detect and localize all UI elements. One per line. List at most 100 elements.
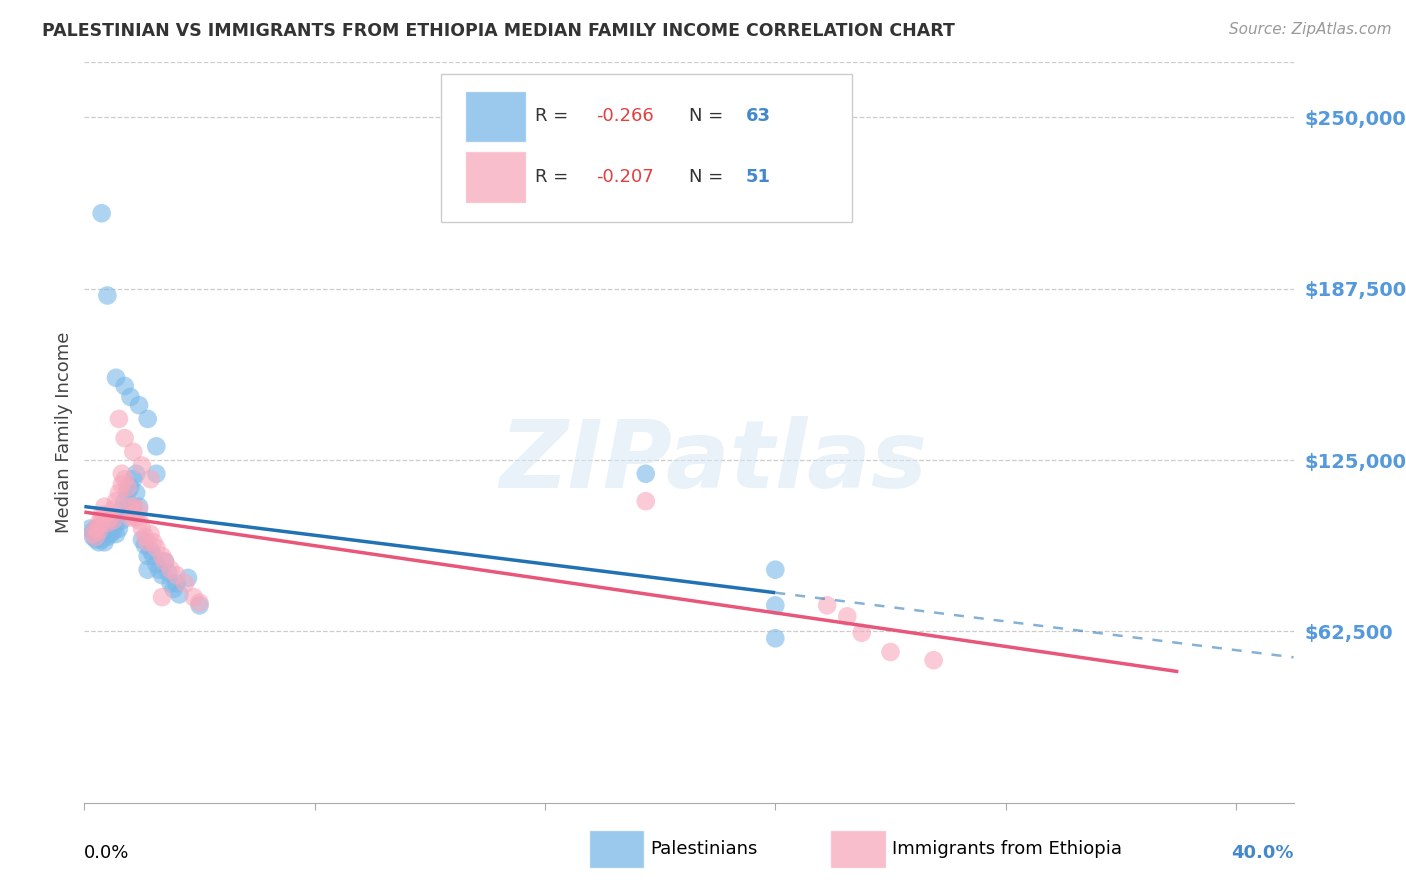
Point [122,500,145,514]
Point [136,535,159,549]
Point [105,371,128,385]
Point [84,522,107,536]
Point [150,590,173,604]
FancyBboxPatch shape [831,830,886,868]
Point [125,467,148,481]
Point [98,510,121,524]
Point [145,558,167,572]
Point [122,445,145,459]
FancyBboxPatch shape [465,152,526,203]
Point [120,510,142,524]
Point [815,599,838,613]
Text: N =: N = [689,108,728,126]
Point [136,412,159,426]
Text: Source: ZipAtlas.com: Source: ZipAtlas.com [1229,22,1392,37]
Point [93,535,115,549]
Point [166,568,188,582]
Point [139,472,162,486]
Point [837,609,859,624]
Text: Immigrants from Ethiopia: Immigrants from Ethiopia [891,839,1122,858]
Point [90,508,112,522]
Point [84,533,107,547]
Point [128,502,150,516]
Point [188,599,211,613]
Point [98,513,121,527]
Point [105,516,128,530]
Text: R =: R = [536,108,575,126]
Point [174,576,197,591]
Point [117,486,139,500]
Point [101,524,124,539]
Point [922,653,945,667]
Point [105,527,128,541]
Point [96,530,118,544]
Point [128,513,150,527]
Point [101,502,124,516]
Point [125,486,148,500]
Point [188,596,211,610]
Point [122,472,145,486]
Point [142,535,165,549]
Point [111,477,134,491]
Point [93,508,115,522]
Point [125,510,148,524]
Point [128,500,150,514]
Point [111,502,134,516]
Point [87,535,110,549]
Point [90,533,112,547]
Point [101,513,124,527]
Point [183,590,205,604]
Point [879,645,901,659]
Point [111,467,134,481]
FancyBboxPatch shape [465,91,526,143]
FancyBboxPatch shape [589,830,644,868]
Text: 0.0%: 0.0% [84,844,129,862]
Point [145,467,167,481]
Point [90,206,112,220]
Text: ZIPatlas: ZIPatlas [499,417,927,508]
Point [763,632,786,646]
Point [159,563,181,577]
Point [134,538,156,552]
Text: PALESTINIAN VS IMMIGRANTS FROM ETHIOPIA MEDIAN FAMILY INCOME CORRELATION CHART: PALESTINIAN VS IMMIGRANTS FROM ETHIOPIA … [42,22,955,40]
Point [114,379,136,393]
Point [139,543,162,558]
Point [84,527,107,541]
Point [120,390,142,404]
Point [90,524,112,539]
Point [101,510,124,524]
Point [150,568,173,582]
Point [82,524,104,539]
Text: -0.207: -0.207 [596,169,654,186]
Point [148,563,170,577]
Point [98,527,121,541]
Point [87,527,110,541]
Point [153,554,176,568]
Point [142,549,165,563]
Point [159,576,181,591]
Point [131,533,153,547]
Point [634,494,657,508]
Point [84,522,107,536]
Point [93,524,115,539]
Point [114,494,136,508]
Point [108,412,131,426]
Point [177,571,200,585]
Text: N =: N = [689,169,728,186]
Point [117,505,139,519]
Point [134,530,156,544]
Text: 51: 51 [745,169,770,186]
Point [79,522,101,536]
Point [150,549,173,563]
Point [82,530,104,544]
Text: 63: 63 [745,108,770,126]
Point [136,549,159,563]
Point [122,500,145,514]
Point [136,563,159,577]
Point [82,527,104,541]
Point [763,599,786,613]
Point [156,566,179,580]
Point [139,527,162,541]
Point [634,467,657,481]
Point [90,516,112,530]
